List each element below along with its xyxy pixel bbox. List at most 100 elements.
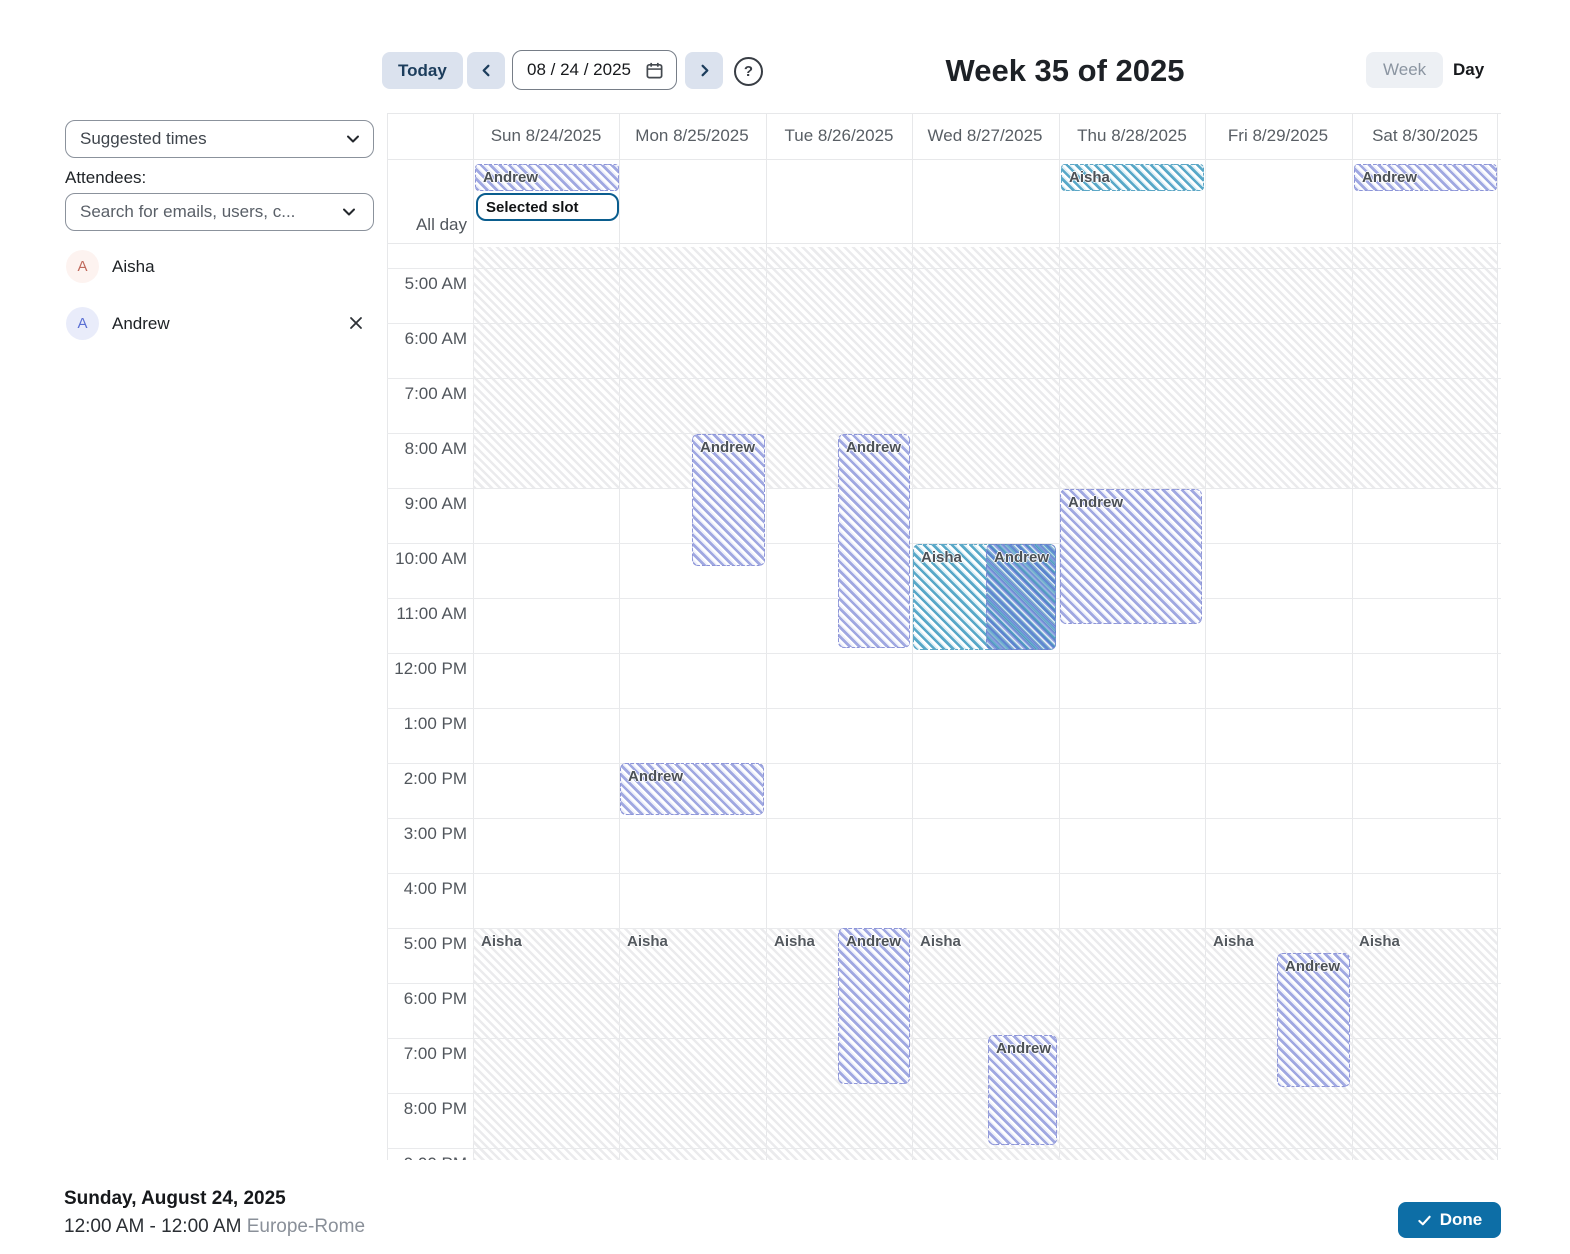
- grid-line: [1352, 113, 1353, 1160]
- help-icon[interactable]: ?: [734, 57, 763, 86]
- checkmark-icon: [1417, 1213, 1432, 1228]
- event-label: Andrew: [1068, 494, 1124, 511]
- grid-line: [387, 243, 1501, 244]
- all-day-event-andrew-sun[interactable]: Andrew: [475, 164, 619, 191]
- time-label: 6:00 PM: [403, 989, 467, 1008]
- event-label: Aisha: [921, 549, 962, 566]
- calendar-body[interactable]: 5:00 AM 6:00 AM 7:00 AM 8:00 AM 9:00 AM …: [387, 247, 1501, 1160]
- attendee-name: Aisha: [112, 257, 155, 276]
- after-hours-label-aisha-tue: Aisha: [774, 933, 815, 950]
- hour-line: [387, 928, 1501, 929]
- time-label: 3:00 PM: [403, 824, 467, 843]
- chevron-down-icon: [345, 131, 361, 147]
- event-label: Andrew: [700, 439, 756, 456]
- availability-block-andrew-wed-am: Andrew: [986, 544, 1056, 650]
- previous-week-button[interactable]: [467, 52, 505, 89]
- event-label: Andrew: [996, 1040, 1052, 1057]
- week-calendar-grid[interactable]: Sun 8/24/2025 Mon 8/25/2025 Tue 8/26/202…: [387, 113, 1501, 1160]
- date-input[interactable]: 08 / 24 / 2025: [512, 50, 677, 90]
- grid-line: [619, 113, 620, 1160]
- next-week-button[interactable]: [685, 52, 723, 89]
- chevron-down-icon: [341, 204, 357, 220]
- all-day-event-aisha-thu[interactable]: Aisha: [1061, 164, 1204, 191]
- time-label: 7:00 PM: [403, 1044, 467, 1063]
- grid-line: [387, 113, 388, 1160]
- avatar: A: [66, 307, 99, 340]
- footer-time-range: 12:00 AM - 12:00 AM: [64, 1216, 242, 1237]
- event-label: Andrew: [1362, 169, 1418, 186]
- time-label: 7:00 AM: [404, 384, 467, 403]
- footer-timezone: Europe-Rome: [246, 1216, 366, 1237]
- all-day-event-andrew-sat[interactable]: Andrew: [1354, 164, 1497, 191]
- time-label: 8:00 AM: [404, 439, 467, 458]
- time-label: 2:00 PM: [403, 769, 467, 788]
- attendee-search-input[interactable]: [65, 193, 374, 231]
- hour-line: [387, 1148, 1501, 1149]
- availability-block-andrew-mon-pm: Andrew: [620, 763, 764, 815]
- suggested-times-select[interactable]: Suggested times: [65, 120, 374, 158]
- time-label: 1:00 PM: [403, 714, 467, 733]
- week-view-toggle[interactable]: Week: [1366, 52, 1444, 88]
- attendee-name: Andrew: [112, 314, 170, 333]
- day-view-toggle[interactable]: Day: [1453, 60, 1485, 79]
- footer-selected-date: Sunday, August 24, 2025: [64, 1188, 286, 1209]
- hour-line: [387, 323, 1501, 324]
- chevron-left-icon: [479, 63, 494, 78]
- day-header-wed: Wed 8/27/2025: [927, 126, 1043, 145]
- time-label: 5:00 PM: [403, 934, 467, 953]
- suggested-times-label: Suggested times: [80, 129, 207, 148]
- after-hours-label-aisha-wed: Aisha: [920, 933, 961, 950]
- calendar-icon[interactable]: [645, 61, 664, 80]
- event-label: Andrew: [1285, 958, 1341, 975]
- time-label: 9:00 PM: [387, 1154, 467, 1160]
- time-label: 12:00 PM: [394, 659, 467, 678]
- chevron-right-icon: [697, 63, 712, 78]
- availability-block-andrew-tue-pm: Andrew: [838, 928, 910, 1084]
- today-button[interactable]: Today: [382, 52, 463, 89]
- avatar: A: [66, 250, 99, 283]
- grid-line: [766, 113, 767, 1160]
- grid-line: [1059, 113, 1060, 1160]
- availability-block-andrew-mon-am: Andrew: [692, 434, 765, 566]
- hour-line: [387, 543, 1501, 544]
- hour-line: [387, 1038, 1501, 1039]
- remove-attendee-icon[interactable]: [347, 314, 365, 332]
- day-header-thu: Thu 8/28/2025: [1077, 126, 1187, 145]
- event-label: Andrew: [846, 933, 902, 950]
- all-day-label: All day: [415, 215, 467, 234]
- availability-block-andrew-wed-pm: Andrew: [988, 1035, 1057, 1145]
- after-hours-label-aisha-sun: Aisha: [481, 933, 522, 950]
- done-button[interactable]: Done: [1398, 1202, 1501, 1238]
- hour-line: [387, 268, 1501, 269]
- selected-slot[interactable]: Selected slot: [476, 193, 619, 221]
- footer-time-line: 12:00 AM - 12:00 AM Europe-Rome: [64, 1216, 365, 1238]
- hour-line: [387, 763, 1501, 764]
- time-label: 10:00 AM: [395, 549, 467, 568]
- grid-line: [473, 113, 474, 1160]
- after-hours-label-aisha-sat: Aisha: [1359, 933, 1400, 950]
- time-label: 9:00 AM: [404, 494, 467, 513]
- hour-line: [387, 708, 1501, 709]
- hour-line: [387, 873, 1501, 874]
- hour-line: [387, 433, 1501, 434]
- day-header-sat: Sat 8/30/2025: [1372, 126, 1478, 145]
- day-header-sun: Sun 8/24/2025: [490, 126, 602, 145]
- hour-line: [387, 378, 1501, 379]
- hour-line: [387, 818, 1501, 819]
- time-label: 11:00 AM: [396, 604, 467, 623]
- event-label: Andrew: [483, 169, 539, 186]
- after-hours-label-aisha-fri: Aisha: [1213, 933, 1254, 950]
- time-label: 8:00 PM: [403, 1099, 467, 1118]
- day-header-fri: Fri 8/29/2025: [1227, 126, 1329, 145]
- attendees-label: Attendees:: [65, 168, 147, 187]
- out-of-hours-morning: [473, 247, 1497, 488]
- grid-line: [387, 159, 1501, 160]
- event-label: Andrew: [628, 768, 684, 785]
- done-label: Done: [1439, 1210, 1483, 1229]
- event-label: Andrew: [846, 439, 902, 456]
- day-header-mon: Mon 8/25/2025: [635, 126, 749, 145]
- time-label: 6:00 AM: [404, 329, 467, 348]
- all-day-row[interactable]: All day Andrew Aisha Andrew Selected slo…: [387, 160, 1501, 243]
- time-label: 4:00 PM: [403, 879, 467, 898]
